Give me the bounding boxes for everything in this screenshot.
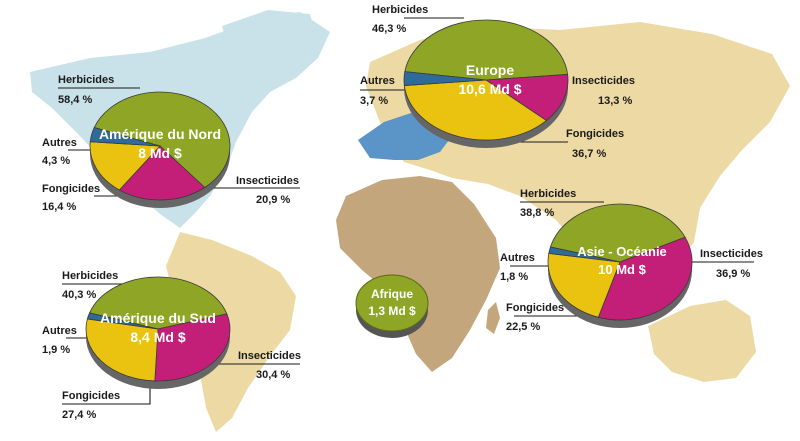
australia-landmass (648, 300, 756, 382)
as-autres-value: 1,8 % (500, 271, 528, 283)
pie-slice-eu-fongicides (403, 79, 548, 141)
na-fongicides-value: 16,4 % (42, 201, 76, 213)
pie-eu-slices (403, 19, 569, 141)
as-insecticides-value: 36,9 % (716, 268, 750, 280)
pie-slice-na-autres (89, 127, 161, 147)
pie-slice-sa-fongicides (85, 318, 159, 382)
pie-amerique-du-nord: Amérique du Nord 8 Md $ (89, 91, 231, 208)
pie-slice-as-fongicides (547, 252, 621, 318)
pie-slice-as-insecticides (597, 236, 693, 321)
pie-slice-na-herbicides (93, 91, 231, 189)
na-insecticides-value: 20,9 % (256, 194, 290, 206)
pie-slice-sa-herbicides (88, 276, 228, 330)
eu-herbicides-value: 46,3 % (372, 23, 406, 35)
pie-slice-na-fongicides (89, 141, 161, 191)
labels-amerique-du-sud: Herbicides 40,3 % Autres 1,9 % Insectici… (42, 270, 301, 421)
sa-herbicides-label: Herbicides (62, 270, 118, 282)
madagascar-landmass (486, 302, 500, 334)
sa-herbicides-value: 40,3 % (62, 289, 96, 301)
africa-bubble: Afrique 1,3 Md $ (355, 274, 429, 338)
eu-herbicides-label: Herbicides (372, 4, 428, 16)
pie-slice-sa-autres (86, 312, 159, 330)
south-america-landmass (166, 232, 296, 432)
pie-eu-title: Europe (466, 62, 514, 78)
leader-sa-fongicides (62, 382, 151, 405)
pie-sa-amount: 8,4 Md $ (130, 329, 185, 345)
na-fongicides-label: Fongicides (42, 183, 100, 195)
sa-fongicides-value: 27,4 % (62, 409, 96, 421)
eu-insecticides-value: 13,3 % (598, 95, 632, 107)
pie-europe: Europe 10,6 Md $ (403, 19, 569, 148)
pie-slice-as-autres (548, 246, 621, 263)
pie-slice-eu-herbicides (404, 19, 569, 81)
africa-title: Afrique (371, 287, 413, 301)
as-insecticides-label: Insecticides (700, 248, 763, 260)
na-herbicides-value: 58,4 % (58, 94, 92, 106)
na-herbicides-label: Herbicides (58, 74, 114, 86)
africa-bubble-face (355, 274, 429, 332)
as-fongicides-label: Fongicides (506, 302, 564, 314)
eu-fongicides-label: Fongicides (566, 128, 624, 140)
na-autres-label: Autres (42, 137, 77, 149)
sa-autres-label: Autres (42, 325, 77, 337)
as-fongicides-value: 22,5 % (506, 321, 540, 333)
sa-fongicides-label: Fongicides (62, 390, 120, 402)
as-herbicides-label: Herbicides (520, 188, 576, 200)
pie-na-amount: 8 Md $ (138, 145, 182, 161)
pie-slice-na-insecticides (118, 145, 206, 201)
pie-sa-slices (85, 276, 231, 382)
pie-slice-eu-autres (403, 71, 487, 86)
labels-amerique-du-nord: Herbicides 58,4 % Autres 4,3 % Fongicide… (42, 74, 299, 213)
pie-slice-eu-insecticides (484, 74, 569, 122)
pie-sa-title: Amérique du Sud (100, 310, 216, 326)
pie-asie-oceanie: Asie - Océanie 10 Md $ (547, 203, 693, 328)
pie-as-slices (547, 203, 693, 321)
na-autres-value: 4,3 % (42, 155, 70, 167)
labels-asie-oceanie: Herbicides 38,8 % Autres 1,8 % Insectici… (500, 188, 763, 333)
greenland-landmass (222, 10, 318, 80)
eu-fongicides-value: 36,7 % (572, 148, 606, 160)
pie-slice-sa-insecticides (154, 313, 231, 382)
labels-europe: Herbicides 46,3 % Autres 3,7 % Insectici… (360, 4, 635, 160)
pie-as-amount: 10 Md $ (598, 262, 646, 277)
eu-insecticides-label: Insecticides (572, 75, 635, 87)
pie-as-title: Asie - Océanie (577, 244, 667, 259)
pie-amerique-du-sud: Amérique du Sud 8,4 Md $ (85, 276, 231, 389)
sa-insecticides-value: 30,4 % (256, 369, 290, 381)
as-autres-label: Autres (500, 252, 535, 264)
pie-eu-amount: 10,6 Md $ (458, 81, 521, 97)
pie-na-title: Amérique du Nord (99, 126, 221, 142)
sa-autres-value: 1,9 % (42, 344, 70, 356)
pie-slice-as-herbicides (549, 203, 686, 263)
as-herbicides-value: 38,8 % (520, 207, 554, 219)
eu-autres-value: 3,7 % (360, 95, 388, 107)
na-insecticides-label: Insecticides (236, 175, 299, 187)
pie-na-slices (89, 91, 231, 201)
eu-autres-label: Autres (360, 75, 395, 87)
sa-insecticides-label: Insecticides (238, 350, 301, 362)
africa-landmass (336, 176, 500, 372)
africa-amount: 1,3 Md $ (368, 304, 416, 318)
